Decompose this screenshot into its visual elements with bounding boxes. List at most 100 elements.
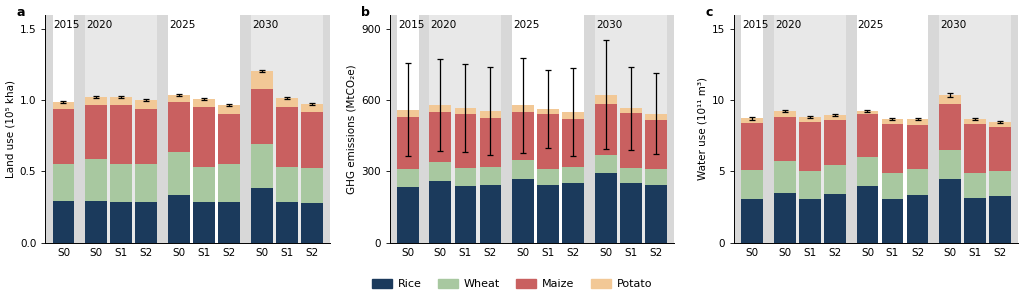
Bar <box>194 99 215 107</box>
Bar <box>111 202 132 243</box>
Bar <box>251 15 323 243</box>
Bar <box>85 97 108 105</box>
Bar <box>882 119 903 124</box>
Bar <box>965 119 986 124</box>
Bar <box>774 111 796 117</box>
Bar <box>595 173 617 243</box>
Text: b: b <box>361 6 370 19</box>
Bar <box>168 195 190 243</box>
Bar <box>52 15 75 243</box>
Bar <box>645 169 667 184</box>
Bar <box>85 15 158 243</box>
Bar <box>989 171 1012 196</box>
Bar <box>218 114 240 164</box>
Bar <box>301 168 323 203</box>
Text: 2030: 2030 <box>941 20 967 30</box>
Text: 2015: 2015 <box>398 20 424 30</box>
Bar <box>251 71 272 89</box>
Bar <box>538 184 559 243</box>
Bar <box>856 114 879 157</box>
Bar <box>595 95 617 104</box>
Bar <box>512 179 535 243</box>
Bar <box>111 97 132 105</box>
Bar <box>595 155 617 173</box>
Bar <box>455 115 476 168</box>
Bar <box>52 202 75 243</box>
Bar <box>645 120 667 169</box>
Bar <box>595 15 667 243</box>
Bar <box>882 173 903 199</box>
Bar <box>111 105 132 164</box>
Bar <box>479 118 502 167</box>
Text: 2020: 2020 <box>86 20 113 30</box>
Bar <box>396 169 419 187</box>
Bar <box>479 184 502 243</box>
Bar <box>621 113 642 168</box>
Bar <box>741 170 763 199</box>
Bar <box>965 124 986 173</box>
Bar <box>85 105 108 159</box>
Text: 2015: 2015 <box>53 20 80 30</box>
Bar <box>512 112 535 160</box>
Bar <box>799 122 820 171</box>
Y-axis label: GHG emissions (MtCO₂e): GHG emissions (MtCO₂e) <box>347 64 356 193</box>
Text: a: a <box>17 6 26 19</box>
Legend: Rice, Wheat, Maize, Potato: Rice, Wheat, Maize, Potato <box>368 274 656 293</box>
Bar <box>989 126 1012 171</box>
Bar <box>906 169 929 195</box>
Bar <box>621 183 642 243</box>
Bar <box>251 89 272 144</box>
Bar <box>135 100 158 109</box>
Bar <box>168 152 190 195</box>
Bar <box>799 199 820 243</box>
Text: 2020: 2020 <box>775 20 801 30</box>
Bar <box>135 164 158 202</box>
Bar <box>823 115 846 120</box>
Text: 2025: 2025 <box>858 20 884 30</box>
Bar <box>645 184 667 243</box>
Bar <box>52 109 75 164</box>
Bar <box>856 15 929 243</box>
Bar <box>774 117 796 161</box>
Bar <box>621 168 642 183</box>
Bar <box>823 165 846 194</box>
Bar <box>562 183 585 243</box>
Bar <box>251 144 272 188</box>
Bar <box>396 110 419 117</box>
Bar <box>856 111 879 114</box>
Bar <box>939 150 962 179</box>
Bar <box>741 123 763 170</box>
Text: 2030: 2030 <box>596 20 623 30</box>
Bar <box>774 161 796 193</box>
Bar <box>135 109 158 164</box>
Bar <box>939 104 962 150</box>
Bar <box>429 15 502 243</box>
Bar <box>194 202 215 243</box>
Bar <box>168 102 190 152</box>
Bar <box>218 105 240 114</box>
Bar <box>741 199 763 243</box>
Bar <box>538 169 559 184</box>
Bar <box>85 159 108 201</box>
Bar <box>218 202 240 243</box>
Bar <box>276 202 298 243</box>
Bar <box>396 187 419 243</box>
Bar <box>774 15 846 243</box>
Bar <box>396 15 419 243</box>
Bar <box>194 107 215 167</box>
Bar <box>168 95 190 102</box>
Bar <box>194 167 215 202</box>
Bar <box>645 114 667 120</box>
Bar <box>799 171 820 199</box>
Text: 2025: 2025 <box>169 20 196 30</box>
Bar <box>512 160 535 179</box>
Bar <box>218 164 240 202</box>
Bar <box>455 186 476 243</box>
Text: 2025: 2025 <box>513 20 540 30</box>
Bar <box>301 104 323 112</box>
Bar <box>989 122 1012 126</box>
Text: 2020: 2020 <box>431 20 457 30</box>
Bar <box>429 105 452 112</box>
Bar <box>856 187 879 243</box>
Text: 2030: 2030 <box>252 20 279 30</box>
